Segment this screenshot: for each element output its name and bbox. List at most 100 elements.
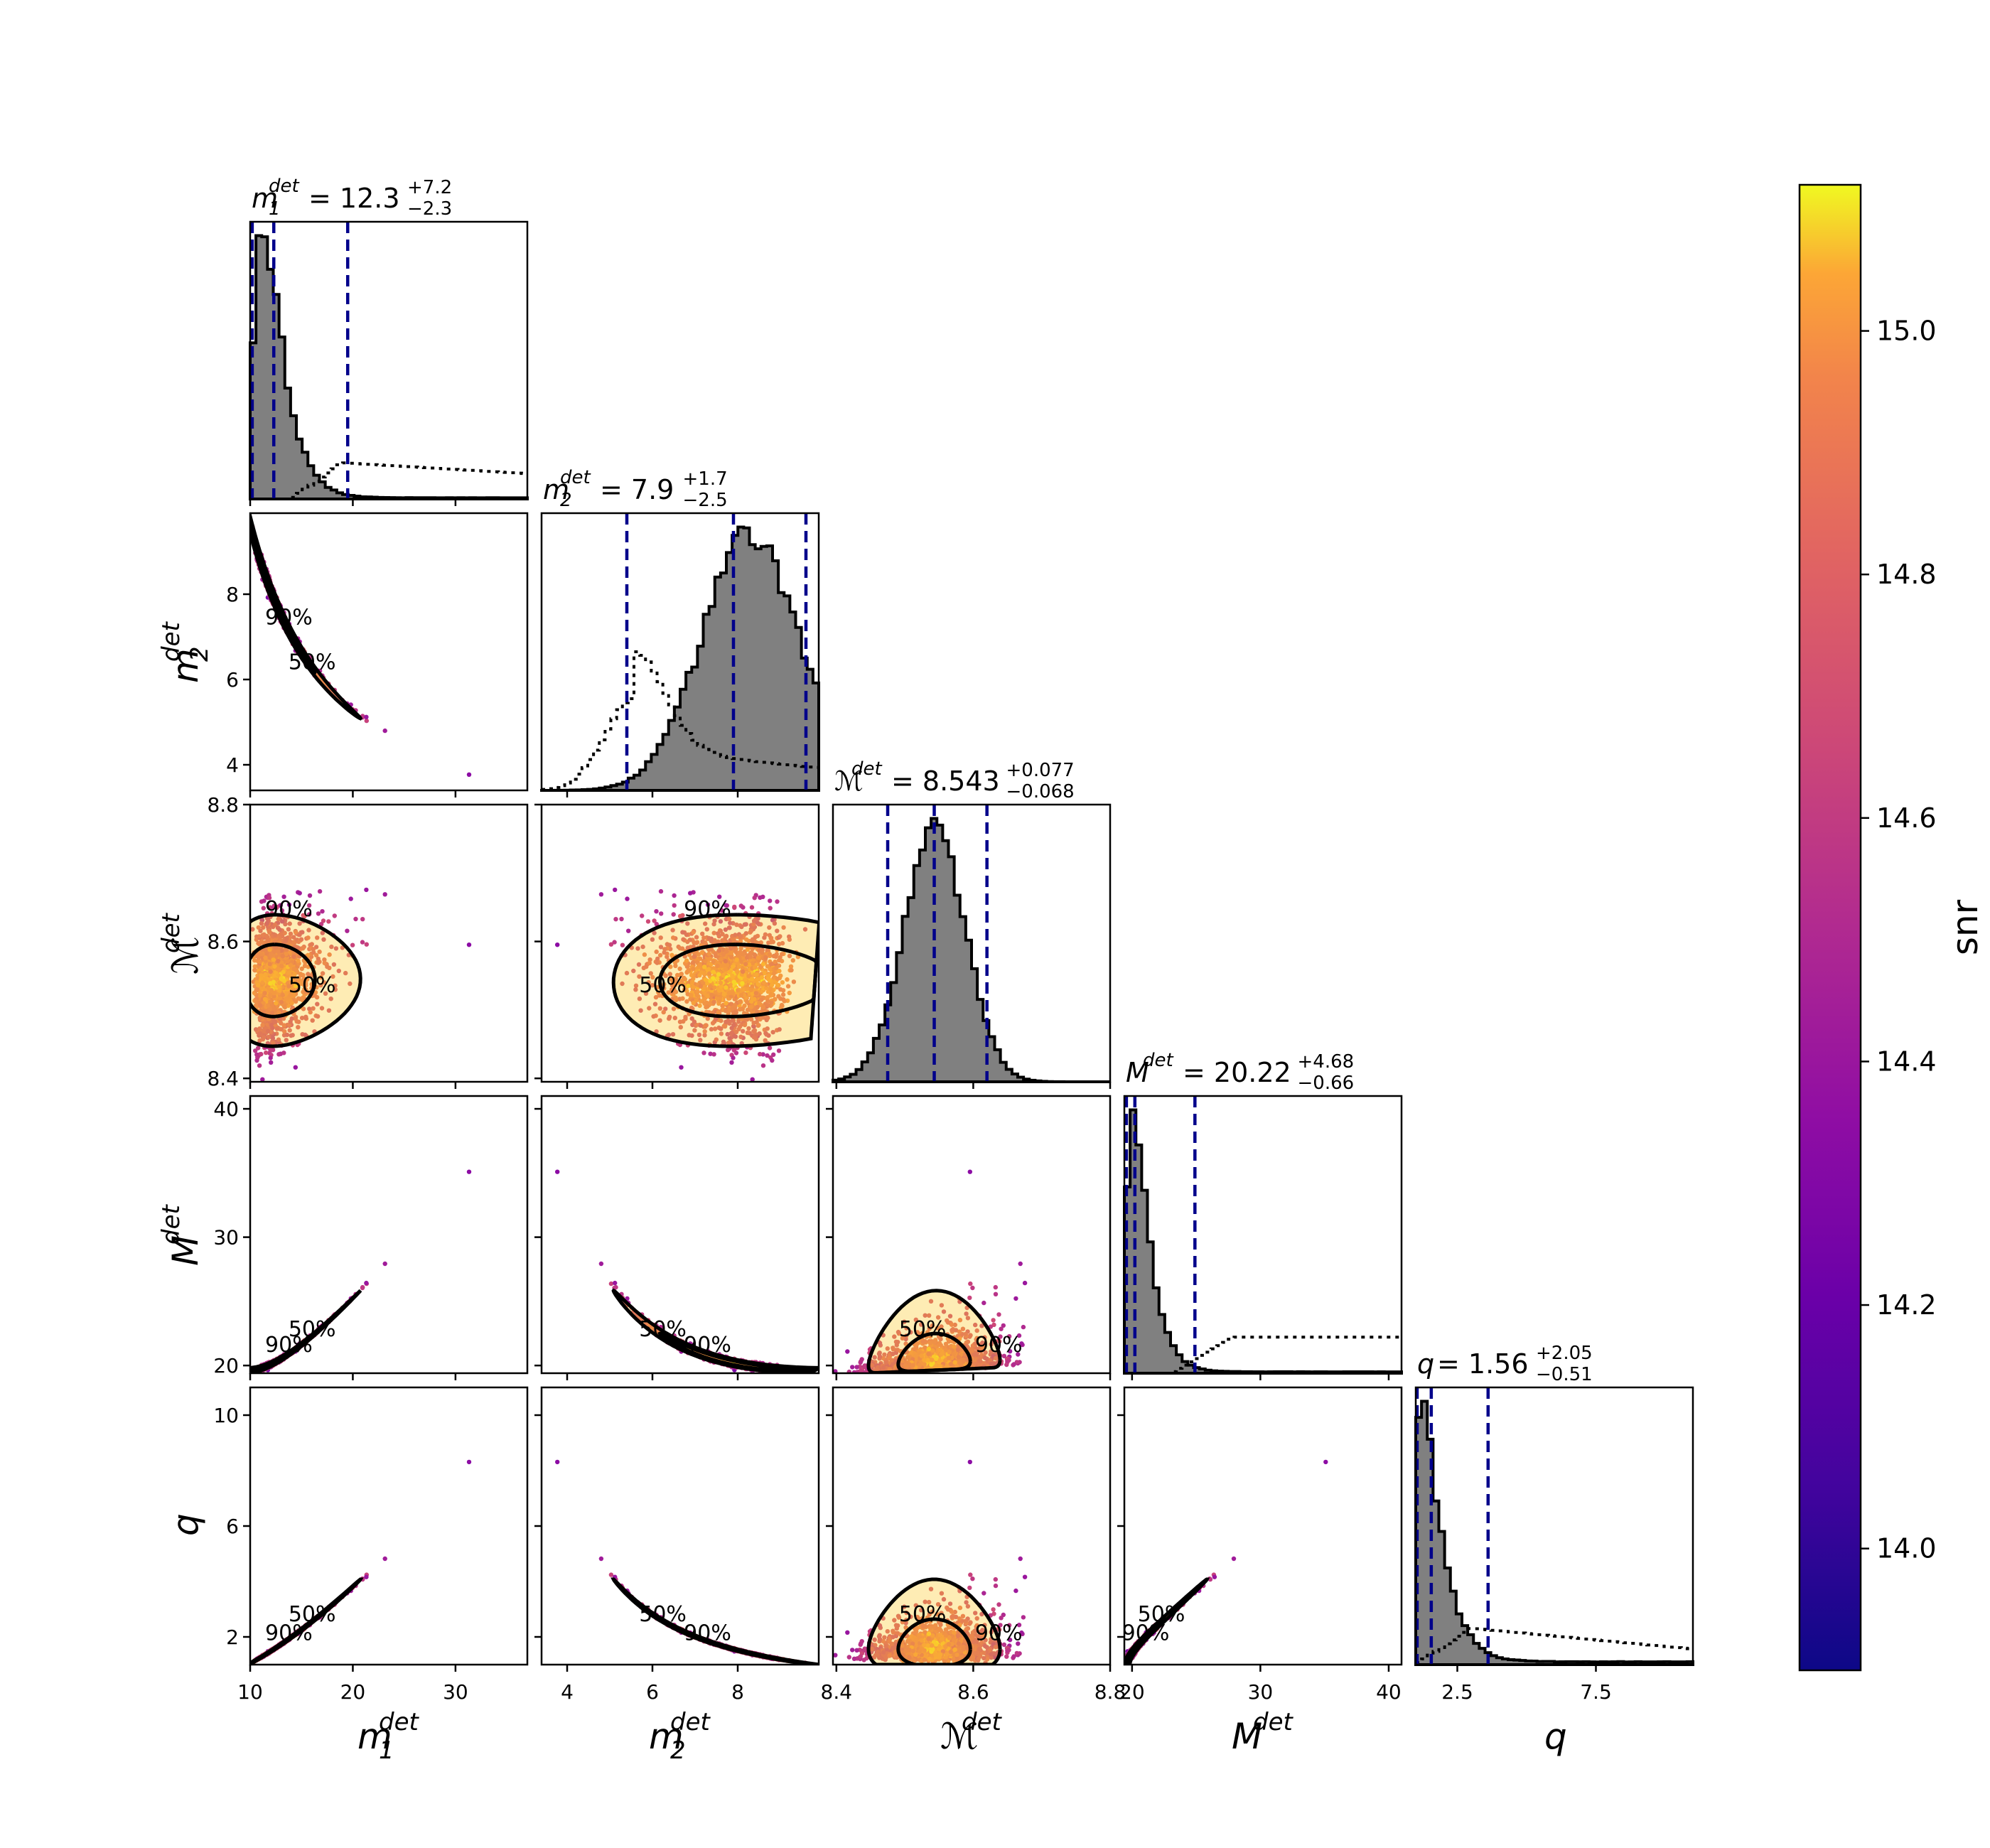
sample-point <box>331 962 337 967</box>
sample-point <box>273 945 278 950</box>
sample-point <box>645 919 651 924</box>
sample-point <box>271 957 276 962</box>
sample-point <box>317 888 323 894</box>
sample-point <box>731 1048 737 1053</box>
sample-point <box>626 928 631 933</box>
sample-point <box>314 994 320 1000</box>
sample-point <box>271 903 276 908</box>
scatter-m1-vs-Mc: 90%50% <box>250 887 472 1082</box>
y-tick-label-m2-2: 8 <box>226 583 239 606</box>
sample-point <box>768 906 773 910</box>
sample-point <box>323 991 328 996</box>
sample-point <box>308 942 313 947</box>
sample-point <box>268 969 273 974</box>
sample-point <box>287 1028 292 1033</box>
sample-point <box>284 996 289 1001</box>
sample-point <box>279 1021 284 1026</box>
title-err-plus-m2: +1.7 <box>683 468 728 490</box>
sample-point <box>294 983 298 989</box>
sample-point <box>775 899 780 904</box>
sample-point <box>291 979 296 984</box>
sample-point <box>257 1063 262 1068</box>
sample-point <box>284 935 289 941</box>
sample-point <box>256 983 261 988</box>
contour-label: 50% <box>289 650 336 675</box>
sample-point <box>267 977 272 982</box>
sample-point <box>652 918 657 923</box>
sample-point <box>301 995 306 1000</box>
sample-point <box>267 928 271 934</box>
sample-point <box>284 947 289 952</box>
sample-point <box>272 1019 278 1024</box>
contour-label: 90% <box>684 897 731 922</box>
sample-point <box>266 1003 271 1009</box>
sample-point <box>276 1052 281 1057</box>
sample-point <box>780 940 785 946</box>
sample-point <box>703 921 708 926</box>
sample-point <box>276 980 282 986</box>
sample-point <box>311 1006 316 1011</box>
sample-point <box>288 989 293 994</box>
sample-point <box>343 970 348 976</box>
sample-point <box>333 946 339 951</box>
sample-point <box>280 953 285 959</box>
sample-point <box>291 993 296 998</box>
sample-point <box>701 1051 706 1055</box>
title-value-Mc: = 8.543 <box>891 765 1000 797</box>
sample-point <box>299 966 304 972</box>
sample-point <box>767 1046 773 1051</box>
sample-point <box>319 1006 325 1011</box>
sample-point <box>259 952 264 957</box>
sample-point <box>310 1018 315 1023</box>
sample-point <box>284 1038 289 1043</box>
sample-point <box>281 1051 286 1055</box>
sample-point <box>262 991 267 996</box>
sample-point <box>260 980 265 985</box>
sample-point <box>732 904 737 910</box>
sample-point <box>250 927 255 932</box>
sample-point <box>279 919 285 924</box>
sample-point <box>297 891 302 896</box>
sample-point <box>261 925 266 930</box>
sample-point <box>326 1008 332 1013</box>
sample-point <box>303 1014 308 1020</box>
sample-point <box>267 962 272 967</box>
sample-point <box>765 1053 770 1058</box>
title-err-plus-m1: +7.2 <box>407 177 452 198</box>
sample-point <box>254 1002 259 1008</box>
sample-point <box>466 942 472 947</box>
sample-point <box>330 974 335 979</box>
sample-point <box>291 935 296 940</box>
sample-point <box>642 952 647 957</box>
sample-point <box>306 935 311 940</box>
y-tick-label-Mc-0: 8.4 <box>207 1067 239 1090</box>
sample-point <box>276 959 281 964</box>
sample-point <box>264 916 270 921</box>
sample-point <box>364 942 369 947</box>
sample-point <box>269 952 274 957</box>
sample-point <box>364 718 369 724</box>
sample-point <box>279 948 284 953</box>
sample-point <box>350 942 355 947</box>
sample-point <box>640 913 645 918</box>
sample-point <box>318 922 324 927</box>
sample-point <box>321 979 327 985</box>
sample-point <box>752 896 757 901</box>
sample-point <box>276 1010 281 1015</box>
sample-point <box>279 976 284 982</box>
sample-point <box>266 938 271 943</box>
sample-point <box>677 913 683 919</box>
sample-point <box>258 928 263 933</box>
sample-point <box>264 920 270 925</box>
sample-point <box>297 921 302 926</box>
contour-label: 50% <box>289 973 336 998</box>
contour-label: 50% <box>639 973 687 998</box>
sample-point <box>264 1050 269 1055</box>
sample-point <box>654 909 659 914</box>
sample-point <box>306 903 312 908</box>
sample-point <box>276 973 281 978</box>
title-sup-m2: det <box>560 467 591 488</box>
sample-point <box>274 1001 279 1006</box>
sample-point <box>271 979 276 984</box>
